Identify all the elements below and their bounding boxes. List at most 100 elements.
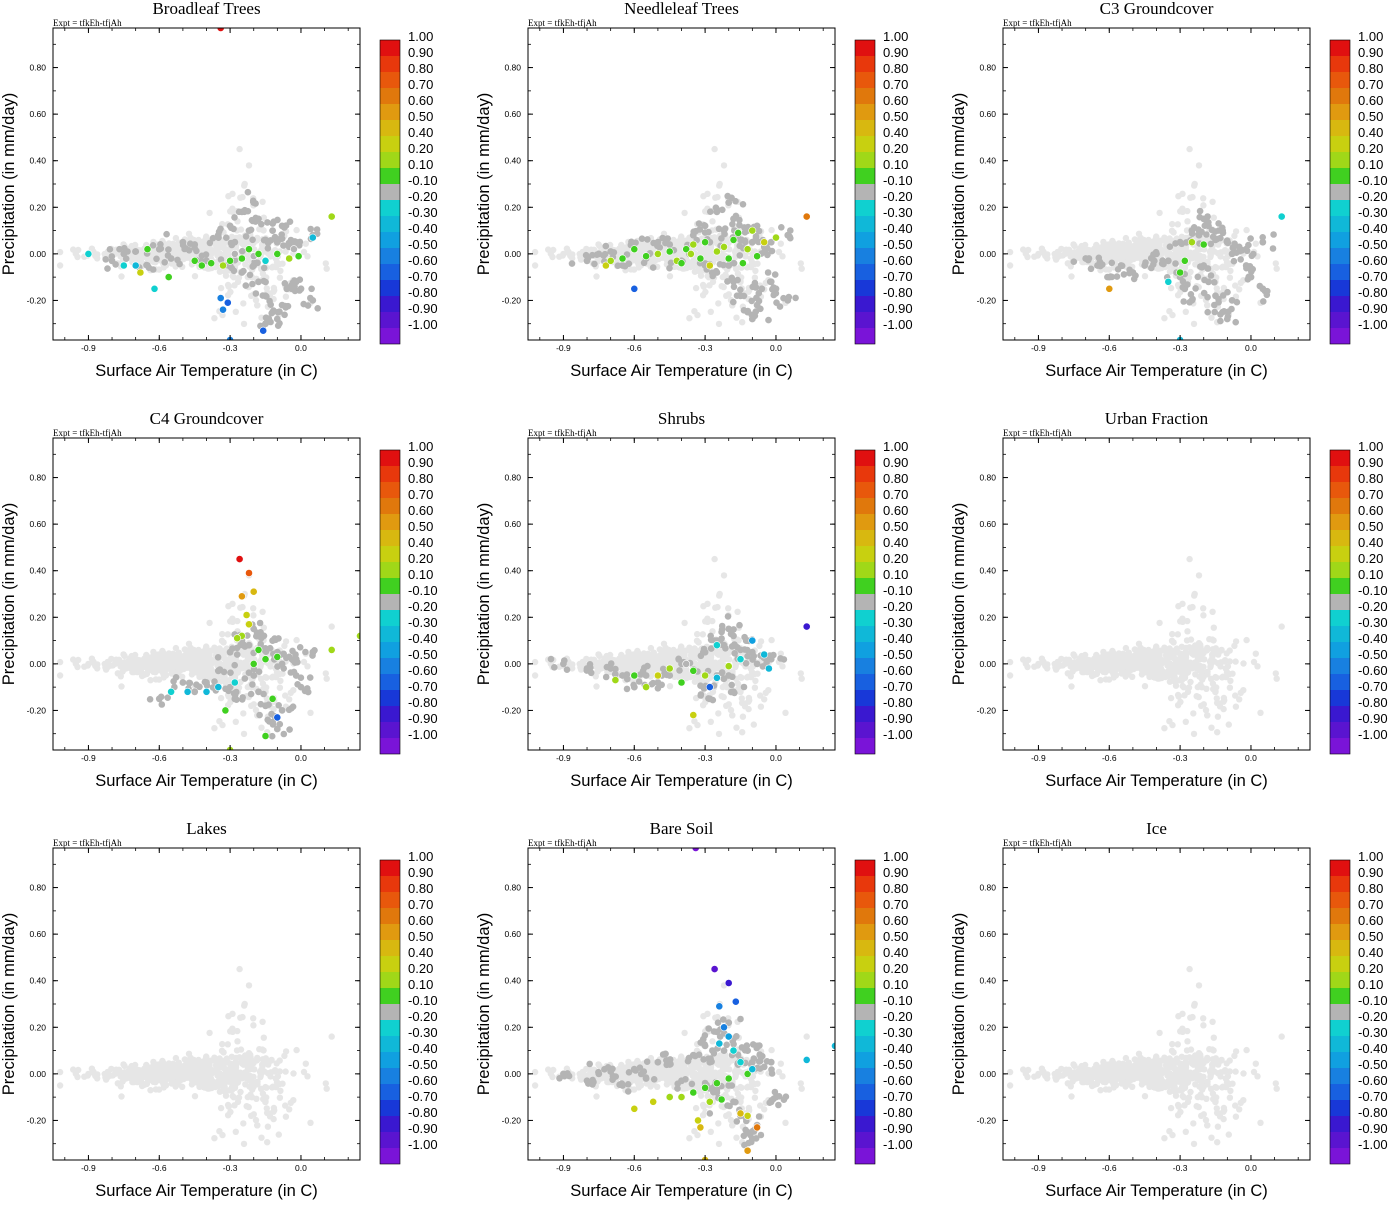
colorbar-label: -0.80 (408, 285, 438, 300)
colorbar-label: -0.40 (408, 631, 438, 646)
background-point (714, 651, 720, 657)
colorbar-label: -0.10 (883, 583, 913, 598)
background-point (1068, 273, 1074, 279)
gray-point (612, 666, 619, 673)
colorbar-swatch (380, 594, 400, 610)
gray-point (314, 305, 321, 312)
background-point (593, 273, 599, 279)
colorbar-label: 0.90 (408, 45, 433, 60)
plot-area (532, 556, 810, 737)
y-axis-label: Precipitation (in mm/day) (0, 503, 18, 685)
gray-point (280, 651, 287, 658)
background-point (1209, 199, 1215, 205)
colored-point (274, 250, 281, 257)
gray-point (1201, 277, 1208, 284)
y-tick-label: 0.40 (979, 156, 996, 166)
colorbar: 1.000.900.800.700.600.500.400.200.10-0.1… (1330, 29, 1388, 344)
gray-point (153, 255, 160, 262)
x-tick-label: -0.9 (556, 343, 571, 353)
background-point (277, 268, 283, 274)
gray-point (1230, 244, 1237, 251)
gray-point (769, 248, 776, 255)
colored-point (803, 213, 810, 220)
gray-point (737, 287, 744, 294)
x-tick-label: -0.3 (223, 753, 238, 763)
background-point (233, 309, 239, 315)
colorbar-label: -1.00 (408, 727, 438, 742)
background-point (616, 655, 622, 661)
background-point (745, 674, 751, 680)
gray-point (248, 227, 255, 234)
colorbar-swatch (855, 120, 875, 136)
gray-point (298, 674, 305, 681)
gray-point (240, 268, 247, 275)
colorbar-label: -0.40 (1358, 221, 1388, 236)
x-tick-label: -0.3 (1173, 343, 1188, 353)
chart-title: C3 Groundcover (1100, 0, 1214, 18)
gray-point (281, 731, 288, 738)
colored-point (231, 250, 238, 257)
colorbar-label: -0.10 (1358, 173, 1388, 188)
background-point (779, 663, 785, 669)
background-point (225, 603, 231, 609)
gray-point (1232, 319, 1239, 326)
background-point (700, 193, 706, 199)
colorbar-label: -0.70 (1358, 269, 1388, 284)
gray-point (267, 319, 274, 326)
colorbar-swatch (380, 136, 400, 152)
gray-point (293, 659, 300, 666)
background-point (716, 182, 722, 188)
colored-point (286, 255, 293, 262)
gray-point (170, 678, 177, 685)
colorbar-label: 0.60 (408, 503, 433, 518)
gray-point (274, 663, 281, 670)
background-point (150, 649, 156, 655)
colorbar-label: 0.10 (408, 567, 433, 582)
colorbar-swatch (855, 610, 875, 626)
gray-point (569, 260, 576, 267)
background-point (778, 241, 784, 247)
colorbar-label: -0.10 (883, 173, 913, 188)
background-point (1156, 210, 1162, 216)
colored-point (744, 246, 751, 253)
gray-point (731, 284, 738, 291)
colorbar-label: 0.90 (408, 455, 433, 470)
colored-point (231, 679, 238, 686)
gray-point (724, 193, 731, 200)
background-point (116, 657, 122, 663)
plot-area (57, 24, 335, 343)
background-point (94, 255, 100, 261)
background-point (1212, 674, 1218, 680)
y-tick-label: 0.80 (979, 63, 996, 73)
colorbar-label: 0.40 (408, 535, 433, 550)
gray-point (1121, 271, 1128, 278)
background-point (756, 643, 762, 649)
x-tick-label: 0.0 (770, 753, 782, 763)
background-point (740, 714, 746, 720)
y-axis-label: Precipitation (in mm/day) (475, 93, 493, 275)
background-point (700, 663, 706, 669)
colored-point (690, 667, 697, 674)
background-point (159, 648, 165, 654)
background-point (239, 241, 245, 247)
colored-point (772, 234, 779, 241)
background-point (259, 609, 265, 615)
gray-point (231, 214, 238, 221)
background-point (532, 672, 538, 678)
gray-point (1086, 255, 1093, 262)
background-point (227, 289, 233, 295)
colorbar-label: -0.30 (883, 615, 913, 630)
x-tick-label: -0.3 (223, 343, 238, 353)
gray-point (243, 233, 250, 240)
background-point (239, 604, 245, 610)
background-point (1227, 275, 1233, 281)
colored-point (168, 688, 175, 695)
gray-point (736, 622, 743, 629)
y-tick-label: -0.20 (502, 295, 522, 305)
colorbar-label: -1.00 (883, 727, 913, 742)
gray-point (583, 252, 590, 259)
gray-point (282, 280, 289, 287)
background-point (1204, 302, 1210, 308)
background-point (706, 250, 712, 256)
background-point (1211, 215, 1217, 221)
